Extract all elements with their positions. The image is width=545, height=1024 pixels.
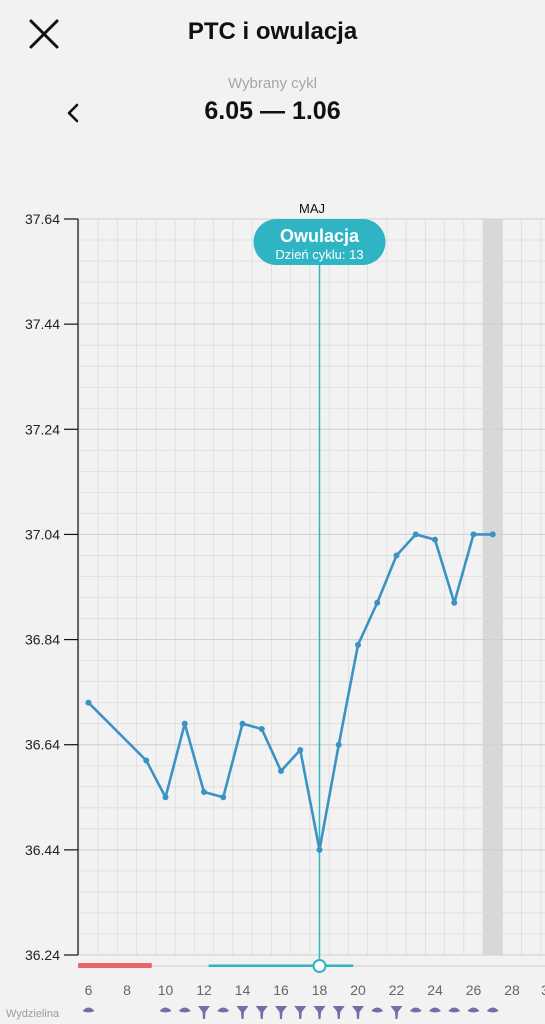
chevron-left-icon	[67, 103, 79, 123]
x-tick-label: 8	[123, 982, 131, 998]
y-tick-label: 36.44	[25, 842, 60, 858]
bbt-chart[interactable]: 37.64 37.44 37.24 37.04 36.84 36.64 36.44 36.24…	[0, 185, 545, 1024]
ovulation-badge-subtitle: Dzień cyklu: 13	[275, 247, 363, 262]
temperature-point	[297, 746, 304, 753]
page-title: PTC i owulacja	[187, 18, 358, 45]
x-tick-label: 26	[466, 982, 482, 998]
temperature-point	[470, 531, 477, 538]
discharge-drop-icon	[409, 1007, 422, 1013]
discharge-drop-icon	[467, 1007, 480, 1013]
discharge-egg-white-icon	[332, 1006, 345, 1019]
x-tick-label: 28	[504, 982, 520, 998]
month-label: MAJ	[299, 201, 325, 216]
discharge-drop-icon	[429, 1007, 441, 1013]
temperature-point	[278, 768, 284, 774]
y-tick-label: 36.84	[25, 632, 60, 648]
y-tick-label: 37.04	[25, 526, 60, 542]
discharge-drop-icon	[448, 1007, 461, 1013]
y-tick-label: 37.44	[25, 316, 60, 332]
temperature-point	[412, 531, 419, 538]
y-tick-label: 37.24	[25, 421, 60, 437]
temperature-point	[258, 725, 265, 732]
selected-cycle-label: Wybrany cykl	[227, 75, 318, 92]
discharge-egg-white-icon	[294, 1006, 307, 1019]
x-tick-label: 12	[196, 982, 212, 998]
temperature-point	[143, 757, 150, 764]
x-tick-label: 10	[158, 982, 174, 998]
temperature-point	[162, 794, 169, 801]
discharge-drop-icon	[371, 1007, 384, 1013]
discharge-row-label: Wydzielina	[6, 1008, 60, 1020]
temperature-point	[201, 789, 207, 796]
temperature-point	[85, 699, 92, 706]
x-tick-label: 22	[389, 982, 405, 998]
fertile-window-bar	[208, 964, 354, 967]
temperature-point	[239, 720, 246, 727]
period-bar	[78, 963, 152, 968]
x-tick-label: 14	[235, 982, 251, 998]
y-tick-label: 36.64	[25, 737, 60, 753]
temperature-point	[489, 531, 496, 538]
previous-cycle-button[interactable]	[60, 98, 88, 128]
discharge-egg-white-icon	[313, 1006, 326, 1019]
ovulation-badge	[253, 219, 386, 265]
today-highlight	[482, 219, 503, 955]
ovulation-marker	[312, 959, 327, 973]
y-tick-label: 36.24	[25, 947, 60, 963]
x-tick-label: 18	[312, 982, 328, 998]
x-tick-label-partial: 3	[541, 982, 545, 998]
close-button[interactable]	[26, 16, 62, 52]
temperature-point	[451, 599, 458, 606]
discharge-drop-icon	[82, 1007, 95, 1013]
temperature-point	[374, 599, 381, 606]
discharge-drop-icon	[486, 1007, 499, 1013]
discharge-egg-white-icon	[255, 1006, 268, 1019]
temperature-point	[181, 720, 188, 727]
cycle-range: 6.05 — 1.06	[204, 97, 341, 125]
ovulation-badge-title: Owulacja	[280, 226, 360, 246]
discharge-egg-white-icon	[236, 1006, 249, 1019]
temperature-line	[87, 533, 495, 852]
x-tick-label: 6	[85, 982, 93, 998]
y-tick-label: 37.64	[25, 211, 60, 227]
close-icon	[29, 19, 59, 49]
x-tick-label: 20	[350, 982, 366, 998]
discharge-egg-white-icon	[275, 1006, 287, 1019]
discharge-drop-icon	[159, 1007, 172, 1013]
temperature-point	[335, 741, 342, 748]
discharge-egg-white-icon	[390, 1006, 403, 1019]
temperature-point	[355, 641, 361, 648]
temperature-point	[316, 846, 323, 853]
temperature-point	[393, 552, 400, 559]
discharge-drop-icon	[178, 1007, 191, 1013]
discharge-drop-icon	[217, 1007, 230, 1013]
temperature-point	[432, 536, 438, 543]
x-tick-label: 24	[427, 982, 443, 998]
discharge-egg-white-icon	[352, 1006, 364, 1019]
discharge-egg-white-icon	[198, 1006, 210, 1019]
x-tick-label: 16	[273, 982, 289, 998]
temperature-point	[220, 794, 227, 801]
